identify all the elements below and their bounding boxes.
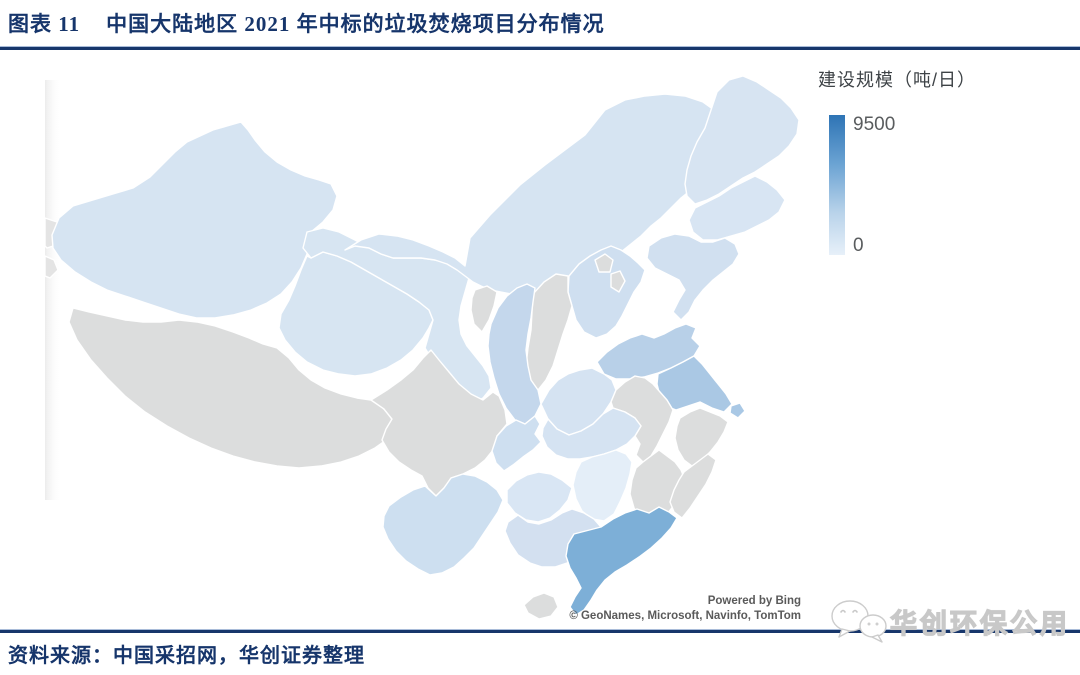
province-ningxia[interactable] bbox=[470, 285, 498, 333]
province-chongqing[interactable] bbox=[491, 415, 542, 472]
province-heilongjiang[interactable] bbox=[684, 75, 800, 205]
province-inner-mongolia[interactable] bbox=[344, 93, 748, 295]
province-zhejiang[interactable] bbox=[674, 407, 729, 467]
source-note: 资料来源：中国采招网，华创证券整理 bbox=[8, 645, 365, 667]
province-tianjin[interactable] bbox=[610, 270, 626, 293]
map-copyright: © GeoNames, Microsoft, Navinfo, TomTom bbox=[569, 610, 801, 622]
title-divider-line bbox=[0, 46, 1080, 50]
province-guangdong[interactable] bbox=[565, 506, 678, 616]
figure-title: 图表 11 中国大陆地区 2021 年中标的垃圾焚烧项目分布情况 bbox=[8, 8, 1008, 38]
watermark-text: 华创环保公用 bbox=[889, 608, 1070, 639]
brand-watermark: 华创环保公用 bbox=[828, 597, 1070, 645]
china-choropleth-map: Powered by Bing © GeoNames, Microsoft, N… bbox=[45, 60, 815, 630]
province-shanxi[interactable] bbox=[525, 273, 573, 391]
legend-min-label: 0 bbox=[853, 235, 864, 256]
map-attribution: Powered by Bing © GeoNames, Microsoft, N… bbox=[569, 594, 801, 624]
province-hebei[interactable] bbox=[567, 245, 646, 339]
province-yunnan[interactable] bbox=[382, 473, 504, 576]
province-fujian[interactable] bbox=[669, 453, 717, 519]
province-shanghai[interactable] bbox=[729, 402, 746, 419]
figure-number: 图表 11 bbox=[8, 12, 81, 36]
province-hubei[interactable] bbox=[541, 407, 642, 460]
province-xinjiang[interactable] bbox=[51, 121, 338, 319]
wechat-icon bbox=[831, 600, 887, 643]
powered-by-bing-link[interactable]: Powered by Bing bbox=[707, 595, 801, 607]
figure-title-text: 中国大陆地区 2021 年中标的垃圾焚烧项目分布情况 bbox=[106, 12, 605, 36]
province-liaoning[interactable] bbox=[646, 233, 740, 321]
province-hainan[interactable] bbox=[523, 592, 559, 620]
legend-title: 建设规模（吨/日） bbox=[818, 70, 977, 90]
map-canvas bbox=[45, 75, 800, 620]
province-beijing[interactable] bbox=[594, 253, 614, 273]
legend-gradient-bar bbox=[829, 115, 845, 255]
footer-divider-line bbox=[0, 629, 1080, 633]
legend: 建设规模（吨/日） 9500 0 bbox=[818, 66, 1068, 255]
neighbor-country-shape bbox=[45, 255, 59, 279]
province-jilin[interactable] bbox=[688, 175, 786, 241]
legend-max-label: 9500 bbox=[853, 114, 896, 135]
province-shaanxi[interactable] bbox=[487, 283, 542, 425]
province-hunan[interactable] bbox=[572, 449, 633, 522]
map-edge-fade bbox=[45, 80, 61, 500]
